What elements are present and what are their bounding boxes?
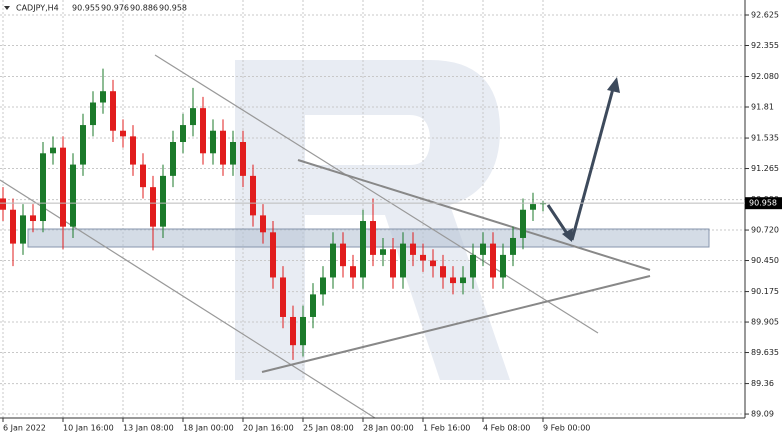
candle-body bbox=[240, 142, 246, 176]
candle-body bbox=[370, 221, 376, 255]
support-zone bbox=[27, 228, 710, 248]
x-tick-label: 10 Jan 16:00 bbox=[63, 424, 114, 433]
y-tick-label: 91.265 bbox=[751, 164, 779, 173]
candle-body bbox=[220, 130, 226, 165]
price-tag bbox=[745, 197, 782, 210]
trend-line bbox=[154, 54, 599, 334]
y-tick-label: 90.720 bbox=[751, 226, 779, 235]
y-tick-label: 89.635 bbox=[751, 348, 779, 357]
candle-body bbox=[150, 187, 156, 227]
candle-body bbox=[40, 153, 46, 222]
candle-body bbox=[110, 91, 116, 131]
candle-body bbox=[200, 108, 206, 154]
candle-body bbox=[80, 125, 86, 165]
candle-body bbox=[0, 198, 6, 210]
triangle-line bbox=[261, 275, 651, 373]
candle-body bbox=[400, 243, 406, 278]
candle-body bbox=[290, 316, 296, 346]
candle-body bbox=[300, 316, 306, 346]
y-tick-label: 92.625 bbox=[751, 11, 779, 20]
candle-body bbox=[180, 125, 186, 143]
y-tick-label: 89.36 bbox=[751, 379, 774, 388]
candle-body bbox=[70, 164, 76, 227]
candle-body bbox=[460, 277, 466, 284]
candle-body bbox=[430, 260, 436, 267]
x-tick-label: 4 Feb 08:00 bbox=[483, 424, 530, 433]
candle-body bbox=[280, 277, 286, 317]
candle-body bbox=[230, 142, 236, 165]
candle-body bbox=[210, 130, 216, 154]
candle-body bbox=[90, 102, 96, 126]
ohlc-value: 90.955 bbox=[72, 4, 100, 13]
candle-body bbox=[320, 277, 326, 295]
watermark bbox=[235, 60, 510, 380]
y-tick-label: 90.450 bbox=[751, 256, 779, 265]
y-tick-label: 90.175 bbox=[751, 287, 779, 296]
candle-body bbox=[530, 204, 536, 210]
menu-icon[interactable] bbox=[4, 6, 10, 10]
candle-body bbox=[520, 209, 526, 238]
candle-body bbox=[380, 249, 386, 255]
candle-body bbox=[420, 254, 426, 261]
candle-body bbox=[250, 175, 256, 216]
ohlc-value: 90.976 bbox=[101, 4, 129, 13]
triangle-line bbox=[297, 159, 651, 271]
candle-body bbox=[390, 249, 396, 278]
candle-body bbox=[270, 232, 276, 278]
candle-body bbox=[470, 254, 476, 278]
x-tick-label: 20 Jan 16:00 bbox=[243, 424, 294, 433]
candle-body bbox=[310, 294, 316, 317]
candle-body bbox=[410, 243, 416, 255]
candle-body bbox=[50, 147, 56, 154]
y-tick-label: 91.535 bbox=[751, 134, 779, 143]
candle-body bbox=[100, 91, 106, 103]
candle-body bbox=[190, 108, 196, 126]
candle-body bbox=[490, 243, 496, 278]
candle-body bbox=[260, 215, 266, 233]
candle-body bbox=[500, 254, 506, 278]
candle-body bbox=[20, 215, 26, 244]
x-tick-label: 9 Feb 00:00 bbox=[543, 424, 590, 433]
y-tick-label: 89.09 bbox=[751, 410, 774, 419]
candle-body bbox=[450, 277, 456, 284]
x-tick-label: 6 Jan 2022 bbox=[3, 424, 46, 433]
arrow bbox=[570, 84, 616, 241]
x-tick-label: 13 Jan 08:00 bbox=[123, 424, 174, 433]
candle-body bbox=[340, 243, 346, 267]
x-tick-label: 1 Feb 16:00 bbox=[423, 424, 470, 433]
ohlc-value: 90.886 bbox=[130, 4, 158, 13]
y-tick-label: 89.905 bbox=[751, 318, 779, 327]
candles bbox=[0, 68, 546, 360]
y-tick-label: 92.355 bbox=[751, 41, 779, 50]
candle-body bbox=[130, 136, 136, 165]
x-tick-label: 25 Jan 08:00 bbox=[303, 424, 354, 433]
arrow-head bbox=[607, 77, 620, 93]
candle-body bbox=[510, 237, 516, 255]
candle-body bbox=[480, 243, 486, 255]
ohlc-value: 90.958 bbox=[159, 4, 187, 13]
candle-body bbox=[350, 266, 356, 278]
candle-body bbox=[140, 164, 146, 188]
candle-body bbox=[170, 142, 176, 176]
arrow-head bbox=[562, 228, 573, 242]
candle-body bbox=[360, 221, 366, 278]
price-tag-label: 90.958 bbox=[749, 199, 777, 208]
candle-body bbox=[60, 147, 66, 227]
y-tick-label: 91.81 bbox=[751, 103, 774, 112]
candle-body bbox=[160, 175, 166, 227]
symbol: CADJPY,H4 bbox=[16, 4, 59, 13]
candle-body bbox=[330, 243, 336, 278]
candle-body bbox=[30, 215, 36, 222]
candle-body bbox=[440, 266, 446, 278]
x-tick-label: 28 Jan 00:00 bbox=[363, 424, 414, 433]
x-tick-label: 18 Jan 00:00 bbox=[183, 424, 234, 433]
candle-body bbox=[10, 209, 16, 244]
y-tick-label: 92.080 bbox=[751, 72, 779, 81]
candle-body bbox=[120, 130, 126, 137]
